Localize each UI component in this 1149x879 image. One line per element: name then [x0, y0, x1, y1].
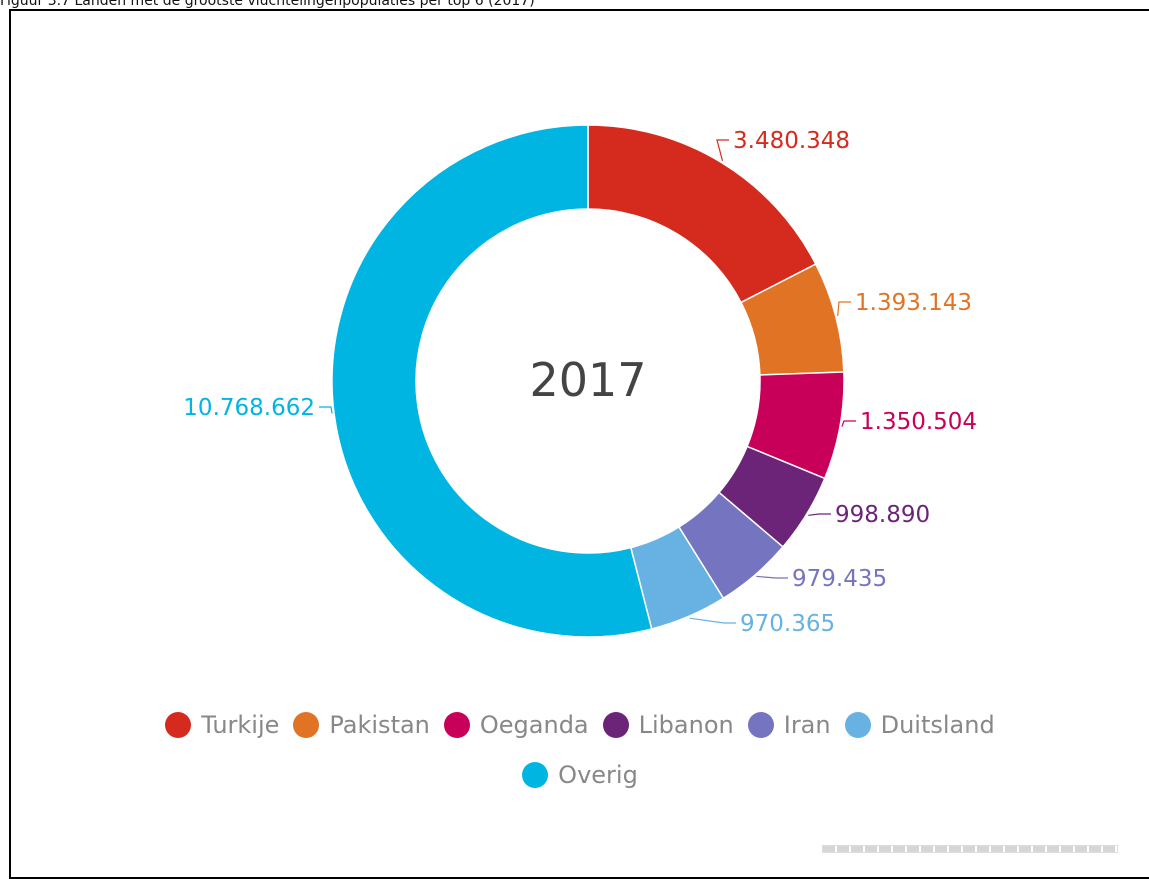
leader-line-oeganda [841, 420, 856, 427]
legend-item-duitsland[interactable]: Duitsland [844, 711, 995, 739]
donut-slices [331, 124, 845, 638]
value-label-overig: 10.768.662 [183, 395, 315, 421]
legend-label: Pakistan [329, 711, 430, 739]
leader-line-overig [319, 406, 333, 414]
legend-label: Oeganda [479, 711, 589, 739]
value-label-pakistan: 1.393.143 [855, 290, 972, 316]
leader-line-turkije [716, 139, 729, 161]
legend-swatch-icon [747, 712, 774, 738]
value-labels: 3.480.348 1.393.143 1.350.504 998.890 979.43… [183, 128, 977, 637]
value-label-oeganda: 1.350.504 [860, 409, 977, 435]
legend-item-iran[interactable]: Iran [747, 711, 831, 739]
value-label-iran: 979.435 [792, 566, 887, 592]
legend-swatch-icon [293, 712, 320, 738]
legend-label: Duitsland [880, 711, 995, 739]
figure-caption: Figuur 3.7 Landen met de grootste vlucht… [0, 0, 535, 9]
leader-line-pakistan [837, 301, 851, 317]
chart-legend: Turkije Pakistan Oeganda Libanon Iran Duitsla… [0, 712, 1149, 788]
value-label-turkije: 3.480.348 [733, 128, 850, 154]
leader-lines [319, 139, 856, 624]
legend-swatch-icon [443, 712, 470, 738]
source-watermark [822, 845, 1118, 853]
leader-line-iran [756, 575, 788, 579]
legend-item-libanon[interactable]: Libanon [602, 711, 734, 739]
legend-item-overig[interactable]: Overig [522, 762, 638, 788]
legend-swatch-icon [522, 762, 549, 788]
center-year-label: 2017 [529, 353, 646, 407]
legend-swatch-icon [602, 712, 629, 738]
legend-item-oeganda[interactable]: Oeganda [443, 711, 589, 739]
legend-label: Libanon [638, 711, 734, 739]
slice-overig[interactable] [331, 124, 653, 638]
legend-label: Overig [558, 761, 638, 789]
value-label-duitsland: 970.365 [740, 611, 835, 637]
legend-swatch-icon [165, 712, 192, 738]
value-label-libanon: 998.890 [835, 502, 930, 528]
legend-swatch-icon [844, 712, 871, 738]
legend-label: Turkije [201, 711, 280, 739]
leader-line-libanon [808, 513, 831, 516]
legend-item-turkije[interactable]: Turkije [165, 712, 279, 738]
leader-line-duitsland [689, 617, 736, 624]
legend-item-pakistan[interactable]: Pakistan [293, 712, 430, 738]
legend-label: Iran [783, 711, 831, 739]
